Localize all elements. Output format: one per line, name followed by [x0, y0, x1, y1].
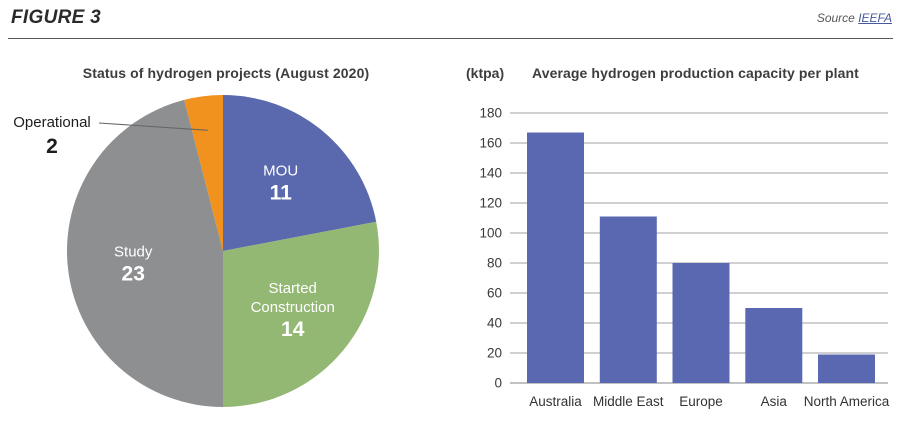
pie-label-mou: MOU [263, 162, 298, 179]
pie-chart-title: Status of hydrogen projects (August 2020… [82, 65, 370, 81]
y-tick-label-180: 180 [479, 106, 502, 121]
y-tick-label-160: 160 [479, 136, 502, 151]
pie-slice-mou [223, 95, 377, 251]
pie-value-operational: 2 [46, 135, 58, 158]
y-tick-label-60: 60 [487, 286, 502, 301]
x-category-label-australia: Australia [529, 394, 582, 409]
y-tick-label-20: 20 [487, 346, 502, 361]
figure-label: FIGURE 3 [11, 7, 102, 28]
header-divider [8, 38, 893, 39]
bar-north-america [818, 354, 875, 383]
source-credit: Source IEEFA [817, 11, 892, 25]
pie-label-started-construction: Started [269, 280, 317, 297]
pie-label-operational: Operational [13, 114, 91, 131]
x-category-label-asia: Asia [761, 394, 788, 409]
pie-value-started-construction: 14 [281, 318, 305, 341]
y-tick-label-120: 120 [479, 196, 502, 211]
pie-value-mou: 11 [270, 181, 293, 204]
y-tick-label-40: 40 [487, 316, 502, 331]
bar-chart: 0 20 40 60 80 100 120 140 160 180 Australia Middle … [479, 106, 890, 410]
pie-slice-study [66, 99, 223, 408]
y-tick-label-0: 0 [494, 376, 502, 391]
bar-asia [745, 308, 803, 383]
y-tick-label-80: 80 [487, 256, 502, 271]
x-category-label-north-america: North America [804, 394, 890, 409]
pie-slice-started-construction [223, 221, 379, 407]
pie-chart: MOU 11 Started Construction 14 Study 23 Operati… [13, 95, 379, 408]
x-category-label-middle-east: Middle East [593, 394, 664, 409]
pie-slice-operational [184, 95, 223, 251]
bar-europe [672, 263, 730, 383]
bar-australia [527, 132, 584, 383]
bar-middle-east [599, 216, 657, 383]
pie-label-started-construction: Construction [251, 299, 335, 316]
pie-label-study: Study [114, 243, 153, 260]
y-tick-label-140: 140 [479, 166, 502, 181]
source-link[interactable]: IEEFA [858, 11, 892, 25]
bar-unit-label: (ktpa) [466, 65, 505, 81]
x-category-label-europe: Europe [679, 394, 723, 409]
source-label: Source [816, 11, 855, 25]
pie-value-study: 23 [122, 262, 145, 285]
pie-leader-line-operational [98, 122, 208, 131]
y-tick-label-100: 100 [479, 226, 502, 241]
bar-chart-title: Average hydrogen production capacity per… [532, 65, 859, 81]
